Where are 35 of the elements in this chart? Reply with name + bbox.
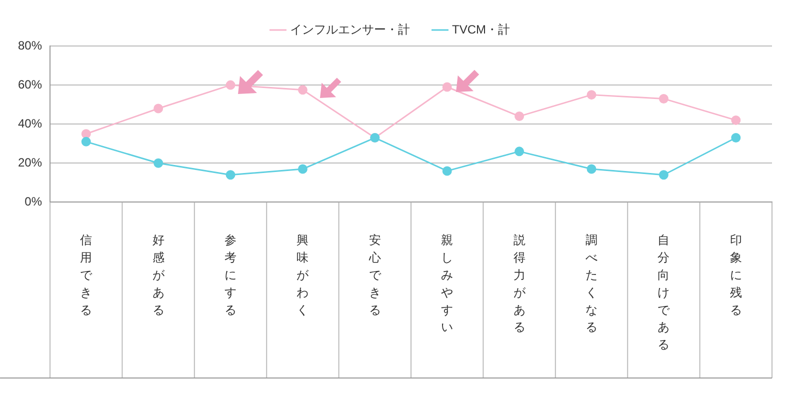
point	[586, 90, 596, 100]
point	[658, 170, 668, 180]
x-tick-label: 親しみやすい	[441, 233, 454, 334]
legend-label: インフルエンサー・計	[290, 22, 410, 36]
point	[731, 133, 741, 143]
x-tick-label: 説得力がある	[513, 233, 526, 334]
y-tick-label: 80%	[18, 38, 42, 52]
point	[154, 104, 164, 114]
x-tick-label: 印象に残る	[730, 233, 742, 317]
legend-label: TVCM・計	[452, 22, 510, 36]
x-tick-label: 安心できる	[368, 233, 382, 317]
point	[154, 158, 164, 168]
y-tick-label: 60%	[18, 77, 42, 92]
point	[81, 136, 91, 146]
point	[442, 82, 452, 92]
point	[514, 146, 524, 156]
point	[731, 115, 741, 125]
point	[226, 80, 236, 90]
point	[658, 94, 668, 104]
x-tick-label: 好感がある	[152, 233, 166, 317]
x-tick-label: 自分向けである	[658, 233, 671, 352]
point	[226, 170, 236, 180]
x-tick-label: 興味がわく	[296, 233, 310, 317]
point	[442, 166, 452, 176]
point	[514, 112, 524, 122]
y-tick-label: 0%	[24, 194, 42, 209]
y-tick-label: 20%	[18, 155, 42, 170]
point	[298, 164, 308, 174]
y-tick-label: 40%	[18, 116, 42, 130]
point	[586, 164, 596, 174]
point	[81, 129, 91, 139]
point	[298, 85, 308, 95]
x-tick-label: 信用できる	[80, 233, 94, 317]
x-tick-label: 参考にする	[224, 233, 237, 317]
x-tick-label: 調べたくなる	[586, 233, 598, 334]
